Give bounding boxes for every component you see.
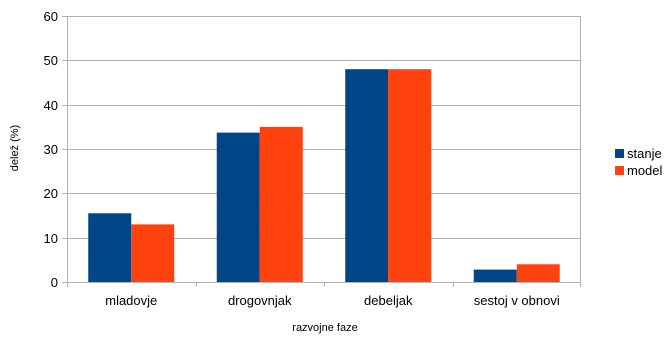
bar-stanje-3 — [473, 269, 517, 282]
bar-model-3 — [516, 264, 560, 282]
x-tick-label: sestoj v obnovi — [474, 293, 560, 308]
y-tick-labels: 0 10 20 30 40 50 60 — [44, 9, 58, 290]
x-tick-label: mladovje — [105, 293, 157, 308]
legend-label-stanje: stanje — [627, 146, 662, 161]
bar-model-2 — [388, 69, 432, 282]
y-axis-title: delež (%) — [9, 125, 21, 171]
bar-model-0 — [131, 224, 175, 282]
legend: stanje model — [615, 146, 663, 178]
axes — [62, 16, 581, 287]
bar-stanje-2 — [345, 69, 389, 282]
bars — [88, 69, 560, 282]
y-tick-label: 10 — [44, 231, 58, 246]
bar-model-1 — [259, 126, 303, 282]
bar-stanje-1 — [216, 132, 260, 282]
x-tick-label: drogovnjak — [228, 293, 292, 308]
bar-stanje-0 — [88, 213, 132, 282]
x-tick-labels: mladovje drogovnjak debeljak sestoj v obnov… — [105, 293, 560, 308]
legend-swatch-model — [615, 166, 624, 175]
legend-swatch-stanje — [615, 149, 624, 158]
y-tick-label: 40 — [44, 98, 58, 113]
y-tick-label: 0 — [51, 275, 58, 290]
legend-label-model: model — [627, 163, 663, 178]
y-tick-label: 60 — [44, 9, 58, 24]
x-axis-title: razvojne faze — [292, 322, 357, 334]
y-tick-label: 50 — [44, 53, 58, 68]
y-tick-label: 30 — [44, 142, 58, 157]
y-tick-label: 20 — [44, 186, 58, 201]
x-tick-label: debeljak — [364, 293, 413, 308]
